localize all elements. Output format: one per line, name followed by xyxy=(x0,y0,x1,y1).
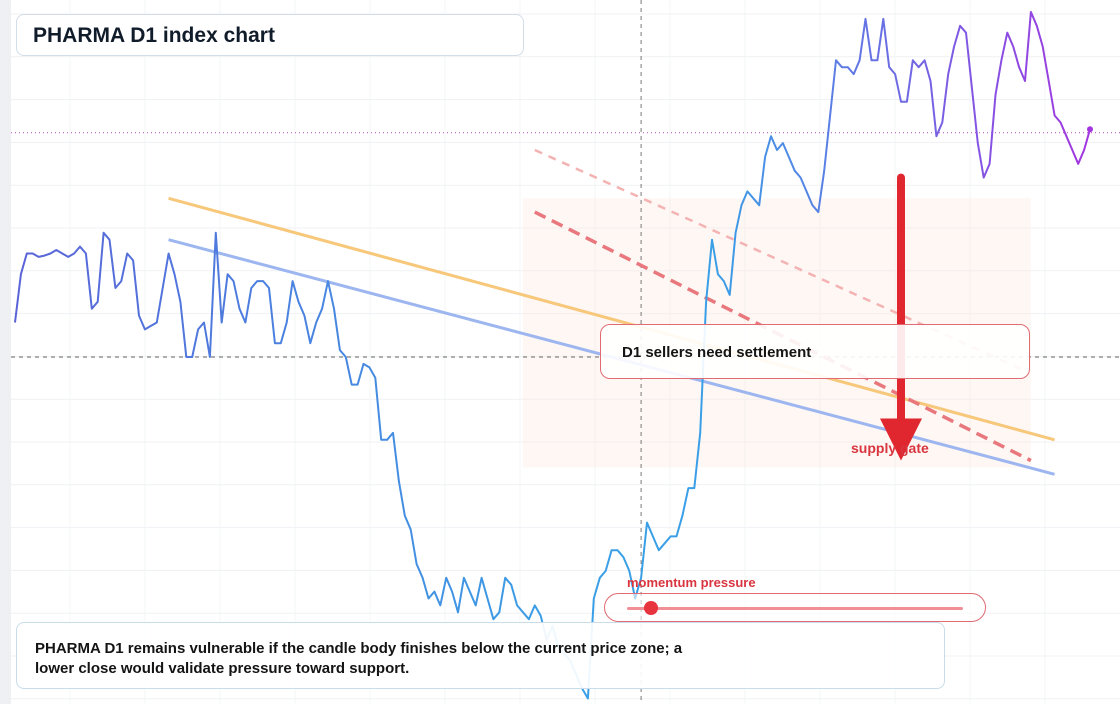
trend-line-orange xyxy=(168,196,1055,442)
momentum-track[interactable] xyxy=(627,607,963,610)
chart-title: PHARMA D1 index chart xyxy=(16,14,524,56)
momentum-label: momentum pressure xyxy=(627,575,756,590)
supply-arrow xyxy=(879,173,922,461)
analysis-note: PHARMA D1 remains vulnerable if the cand… xyxy=(16,622,945,689)
momentum-slider[interactable] xyxy=(604,593,986,622)
chart-title-text: PHARMA D1 index chart xyxy=(33,24,275,47)
momentum-knob[interactable] xyxy=(643,601,658,615)
last-price-point[interactable] xyxy=(1087,126,1093,133)
left-rail xyxy=(0,0,11,704)
arrow-head xyxy=(879,418,922,461)
sellers-callout-text: D1 sellers need settlement xyxy=(622,344,812,361)
supply-gate-label: supply gate xyxy=(851,440,929,456)
analysis-note-text: PHARMA D1 remains vulnerable if the cand… xyxy=(35,640,683,677)
sellers-callout: D1 sellers need settlement xyxy=(600,324,1030,379)
